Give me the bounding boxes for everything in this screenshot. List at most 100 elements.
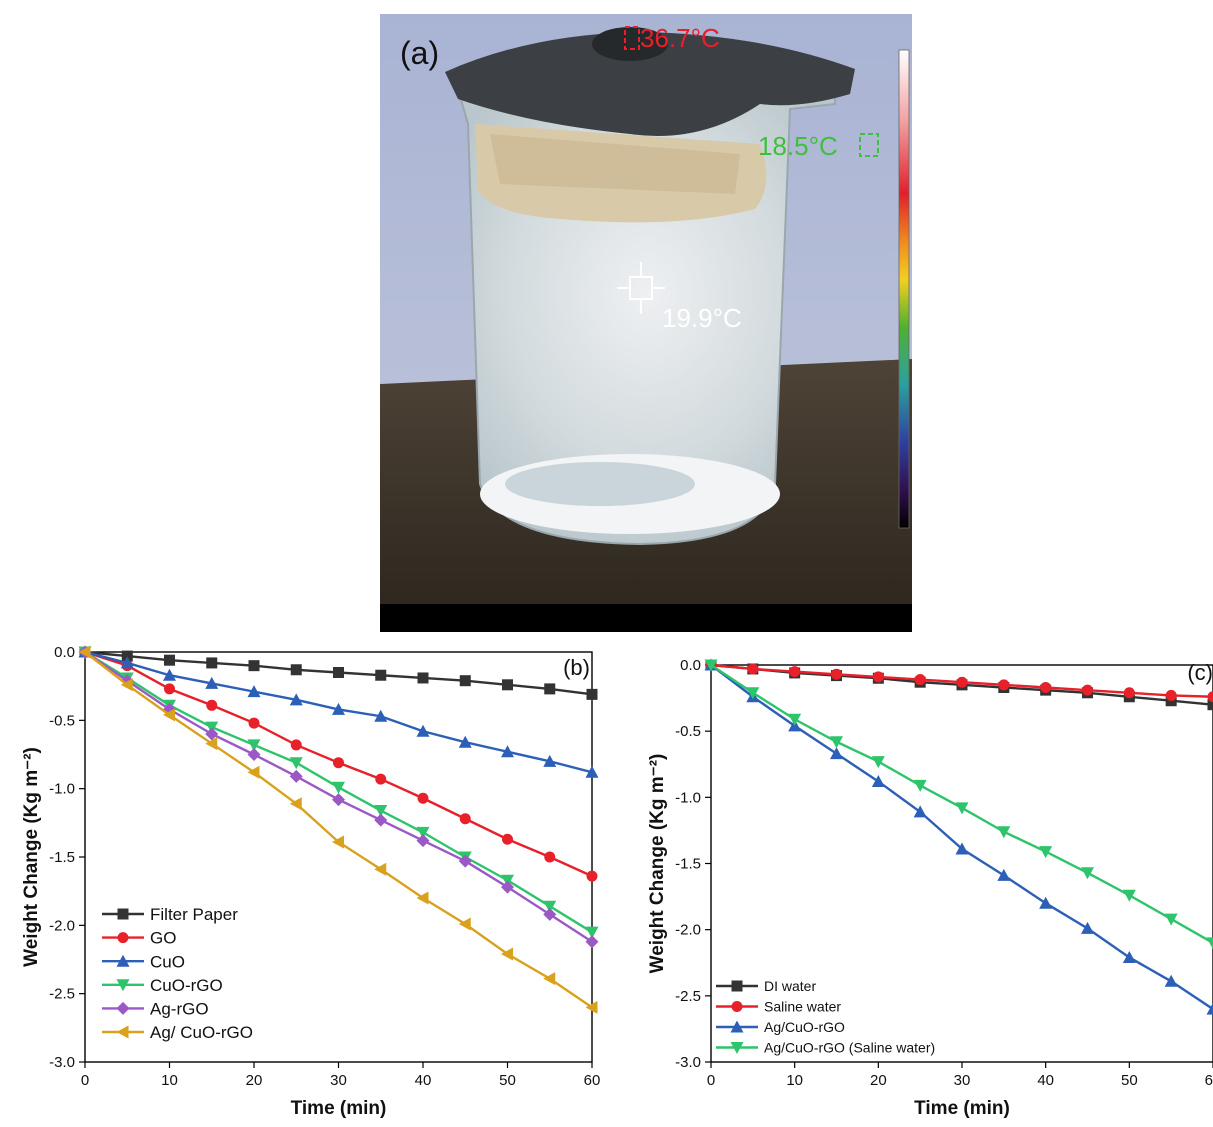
data-point <box>333 757 344 769</box>
thermal-photo: (a) 36.7°C 18.5°C 19.9°C <box>380 14 912 632</box>
y-axis-label: Weight Change (Kg m⁻²) <box>21 747 42 967</box>
data-point <box>544 683 556 695</box>
legend-entry: DI water <box>764 978 816 994</box>
data-point <box>1040 681 1052 693</box>
x-tick-label: 10 <box>786 1072 803 1089</box>
legend-entry: GO <box>150 929 176 948</box>
series-ag-rgo <box>78 645 599 949</box>
data-point <box>831 668 842 680</box>
data-point <box>205 676 219 689</box>
data-point <box>1081 921 1094 934</box>
data-point <box>1122 889 1136 902</box>
data-point <box>544 851 556 863</box>
data-point <box>789 666 801 678</box>
data-point <box>502 679 513 691</box>
data-point <box>955 802 969 815</box>
data-point <box>585 926 599 939</box>
data-point <box>332 781 345 794</box>
data-point <box>746 687 760 700</box>
data-point <box>585 765 599 778</box>
data-point <box>1039 846 1053 859</box>
data-point <box>997 868 1011 881</box>
data-point <box>416 826 430 839</box>
data-point <box>247 748 261 761</box>
data-point <box>747 663 759 675</box>
data-point <box>289 693 303 706</box>
data-point <box>417 672 429 684</box>
x-tick-label: 60 <box>1205 1072 1213 1089</box>
legend-marker <box>730 1020 744 1033</box>
x-axis-label: Time (min) <box>914 1098 1010 1119</box>
y-tick-label: -3.0 <box>49 1054 75 1071</box>
data-point <box>289 757 303 770</box>
legend-marker <box>116 1001 130 1015</box>
data-point <box>830 736 843 749</box>
y-tick-label: 0.0 <box>680 657 701 674</box>
legend-entry: CuO-rGO <box>150 976 223 995</box>
data-point <box>543 900 557 913</box>
x-tick-label: 0 <box>81 1072 89 1089</box>
data-point <box>458 854 472 868</box>
data-point <box>459 675 471 687</box>
data-point <box>997 826 1011 839</box>
y-tick-label: -1.5 <box>675 856 701 873</box>
data-point <box>205 737 218 751</box>
y-tick-label: -0.5 <box>49 712 75 729</box>
data-point <box>332 835 344 849</box>
data-point <box>416 834 430 848</box>
data-point <box>163 708 175 722</box>
data-point <box>163 702 176 716</box>
data-point <box>585 935 599 949</box>
y-tick-label: -1.5 <box>49 849 75 866</box>
data-point <box>543 754 557 767</box>
y-tick-label: -0.5 <box>675 723 701 740</box>
data-point <box>1039 896 1053 909</box>
data-point <box>374 805 388 818</box>
min-temperature: 18.5°C <box>758 131 838 161</box>
data-point <box>205 727 219 741</box>
data-point <box>417 792 429 804</box>
x-tick-label: 20 <box>246 1072 263 1089</box>
data-point <box>289 769 303 783</box>
y-tick-label: -2.5 <box>49 986 75 1003</box>
data-point <box>955 842 969 855</box>
data-point <box>1081 867 1094 880</box>
data-point <box>543 907 557 921</box>
data-point <box>788 713 802 726</box>
data-point <box>501 947 513 961</box>
y-tick-label: -2.5 <box>675 988 701 1005</box>
series-cuo <box>78 645 599 778</box>
data-point <box>998 679 1010 691</box>
chart-b: 0 10 20 30 40 50 60 0.0 -0.5 -1.0 -1.5 -2.0 -2.5 -3.0… <box>21 644 600 1119</box>
data-point <box>1165 689 1177 701</box>
x-tick-label: 40 <box>1037 1072 1054 1089</box>
data-point <box>1207 699 1213 711</box>
data-point <box>1164 913 1178 926</box>
data-point <box>374 813 388 827</box>
y-tick-label: -2.0 <box>49 917 75 934</box>
series-saline-water <box>705 659 1213 703</box>
data-point <box>459 813 471 825</box>
y-tick-label: -1.0 <box>675 789 701 806</box>
legend-marker <box>731 980 743 992</box>
panel-label: (c) <box>1187 660 1213 685</box>
data-point <box>121 650 133 662</box>
data-point <box>332 793 345 807</box>
legend-entry: Ag/CuO-rGO (Saline water) <box>764 1040 935 1056</box>
data-point <box>247 685 261 698</box>
data-point <box>830 747 843 760</box>
y-tick-label: 0.0 <box>54 644 75 661</box>
data-point <box>585 1000 598 1014</box>
data-point <box>913 779 927 792</box>
data-point <box>956 676 968 688</box>
legend-entry: Saline water <box>764 999 841 1015</box>
x-tick-label: 30 <box>954 1072 971 1089</box>
series-filter-paper <box>79 646 598 700</box>
legend: Filter Paper GO CuO CuO-rGO Ag-rGO Ag/ CuO-rG… <box>102 905 253 1042</box>
data-point <box>163 668 176 681</box>
data-point <box>247 765 260 779</box>
data-point <box>416 724 430 737</box>
max-temperature: 36.7°C <box>640 23 720 53</box>
data-point <box>586 870 598 882</box>
series-ag-cuo-rgo <box>78 645 598 1014</box>
